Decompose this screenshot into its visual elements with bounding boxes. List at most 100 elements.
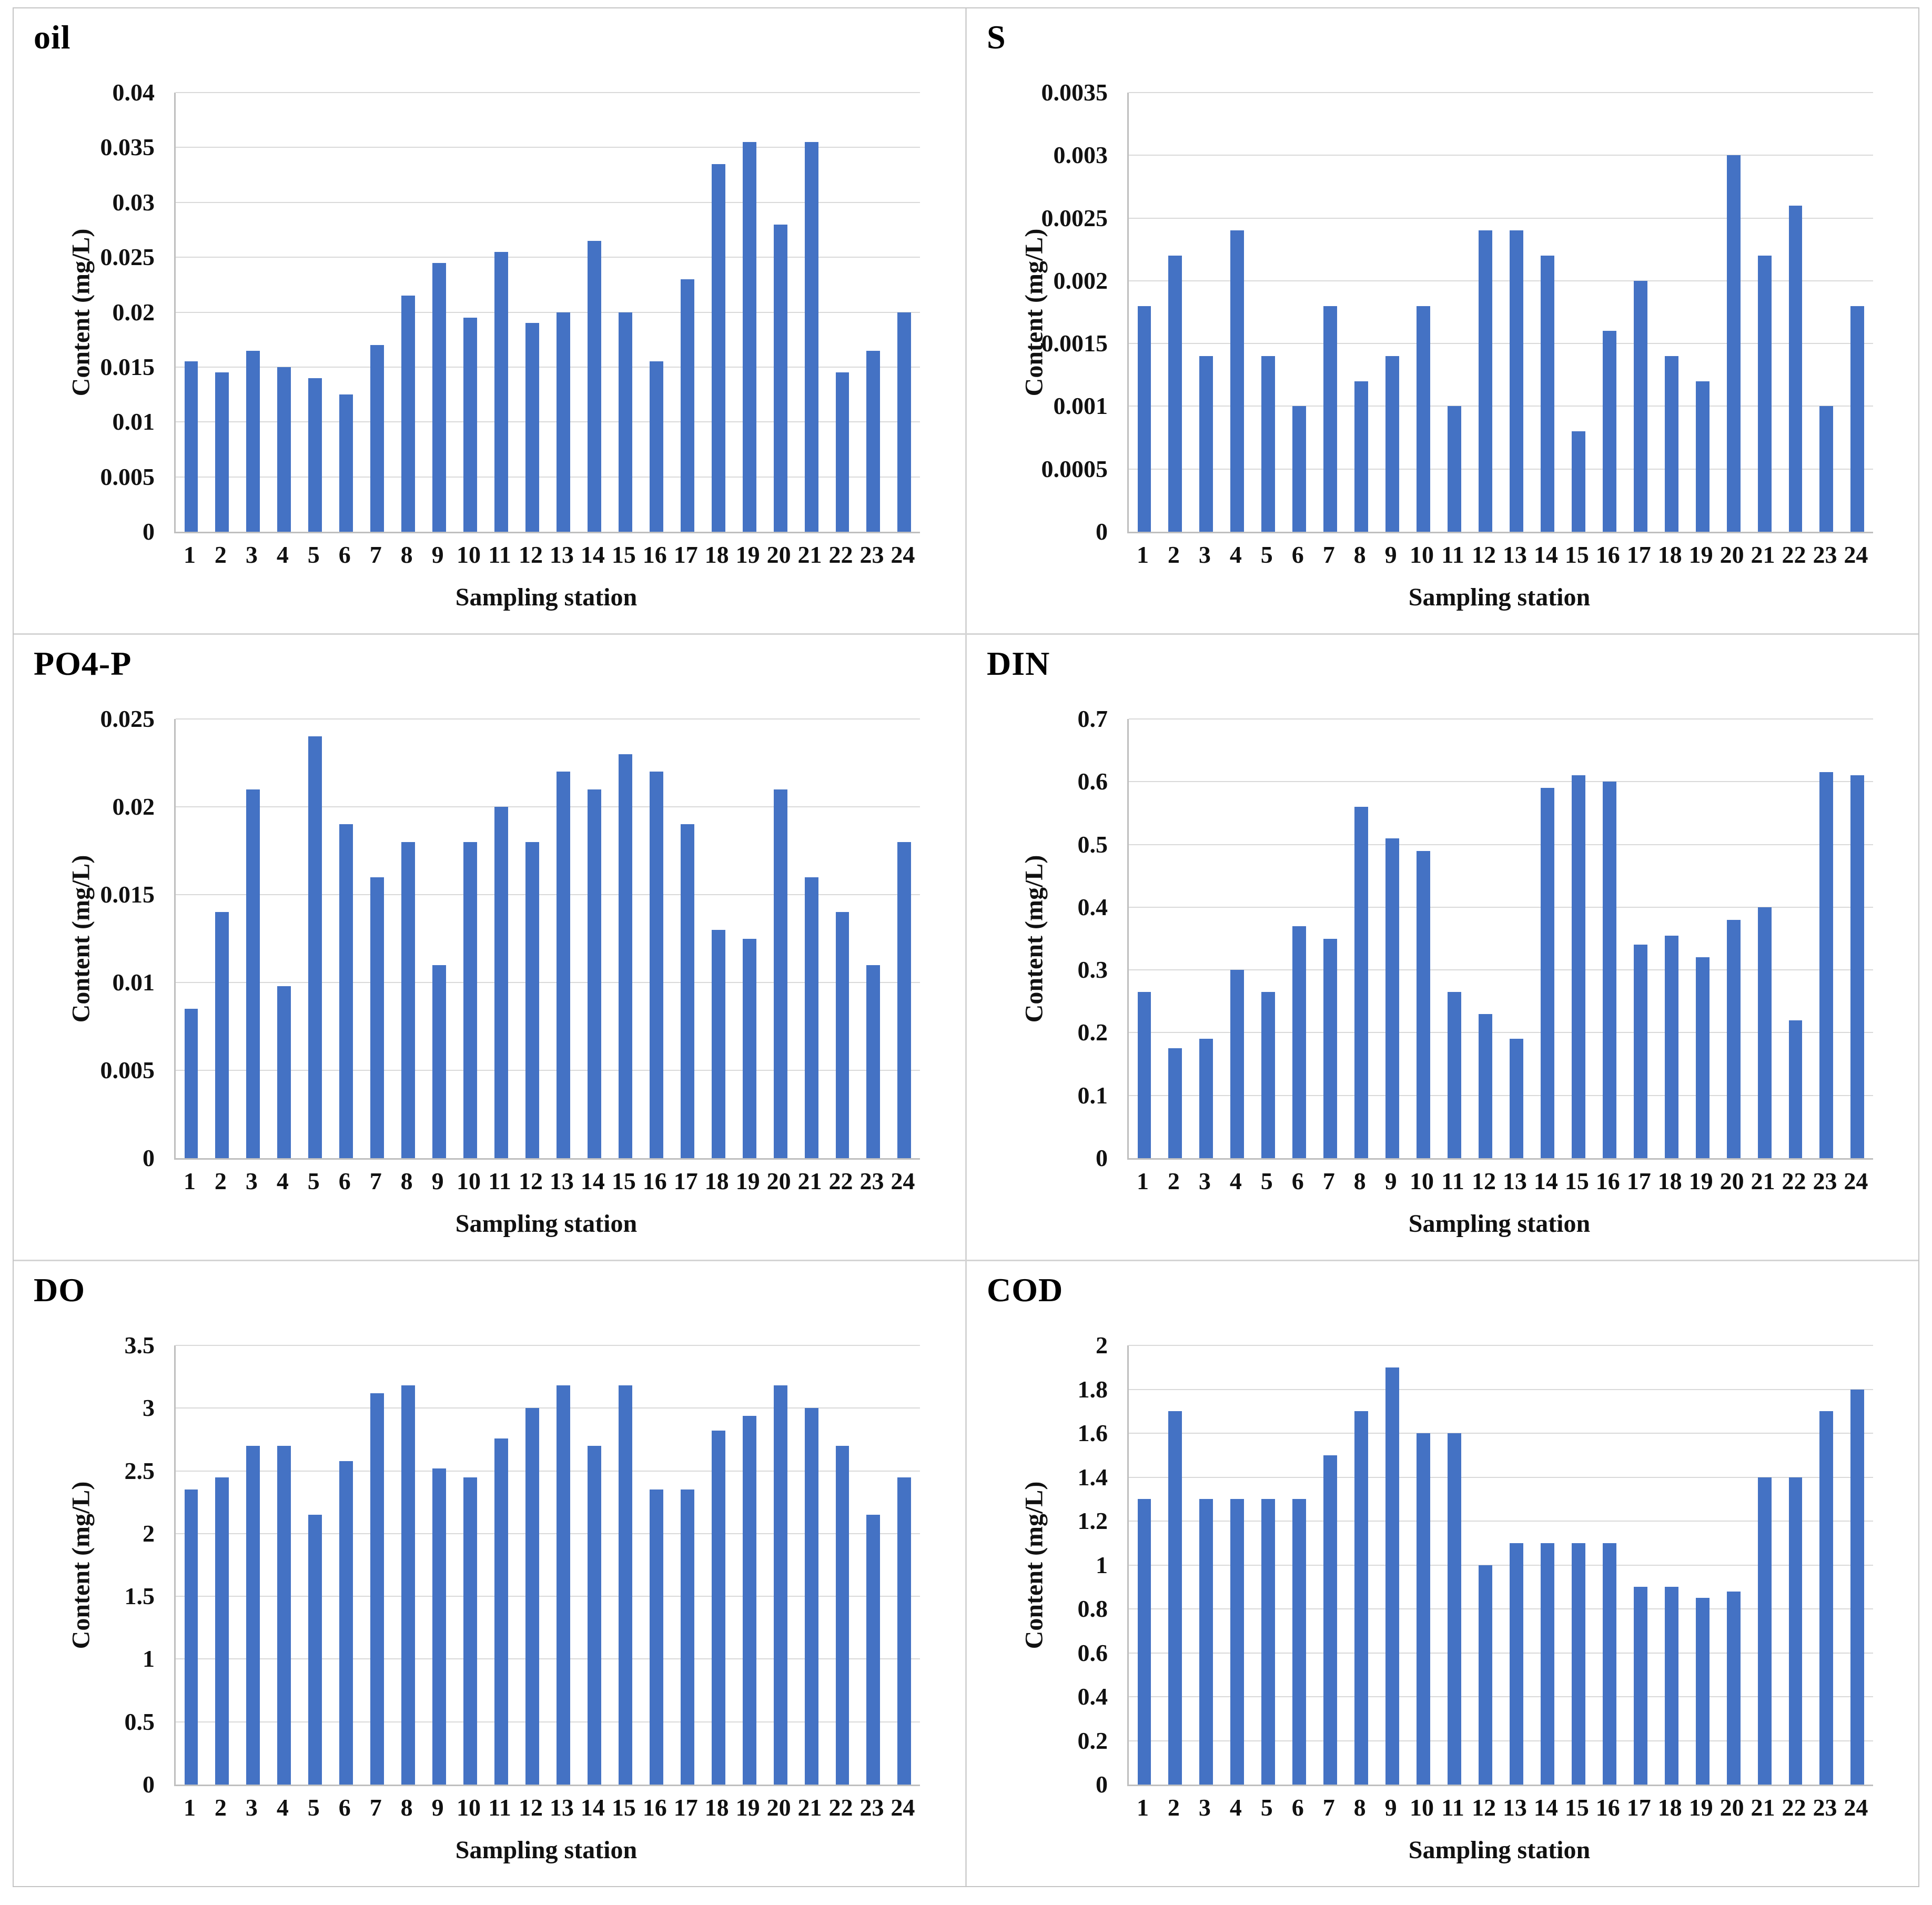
bar-slot-station-13 xyxy=(1501,1345,1532,1785)
chart-panel-s: S Content (mg/L) 0 0.0005 0.001 0.0015 0.002 0.… xyxy=(967,8,1918,633)
bar-slot-station-17 xyxy=(1625,1345,1656,1785)
x-tick-label: 22 xyxy=(1782,1168,1806,1194)
bar-slot-station-3 xyxy=(238,1345,269,1785)
gridline xyxy=(176,1721,920,1722)
bar-slot-station-5 xyxy=(300,719,331,1158)
bar-station-13 xyxy=(1509,1039,1523,1158)
bar-station-18 xyxy=(711,929,725,1158)
x-tick-label: 1 xyxy=(183,1168,196,1194)
x-tick-label: 21 xyxy=(1751,541,1775,568)
x-tick-label: 19 xyxy=(735,541,760,568)
bar-slot-station-20 xyxy=(1718,93,1749,532)
y-tick-label: 0 xyxy=(143,1144,155,1171)
bar-slot-station-22 xyxy=(827,93,858,532)
gridline xyxy=(176,1070,920,1071)
y-tick-label: 0.0015 xyxy=(1041,330,1108,357)
bar-station-4 xyxy=(1230,230,1245,532)
y-tick-label: 0 xyxy=(143,518,155,545)
x-tick-label: 18 xyxy=(704,541,729,568)
x-tick-label: 11 xyxy=(1441,1794,1464,1821)
bar-slot-station-9 xyxy=(1377,719,1408,1158)
gridline xyxy=(176,476,920,478)
bar-station-15 xyxy=(1571,1543,1585,1785)
bar-station-7 xyxy=(1323,1455,1338,1785)
x-tick-label: 6 xyxy=(338,541,351,568)
bar-slot-station-8 xyxy=(393,719,424,1158)
y-tick-label: 0.015 xyxy=(100,353,155,380)
x-tick-label: 5 xyxy=(1260,1168,1273,1194)
gridline xyxy=(1129,1608,1873,1609)
bar-station-4 xyxy=(1230,1499,1245,1785)
y-tick-label: 1.4 xyxy=(1077,1463,1108,1491)
gridline xyxy=(1129,906,1873,908)
bar-slot-station-11 xyxy=(486,93,517,532)
chart-title: S xyxy=(987,18,1006,56)
x-tick-label: 24 xyxy=(891,1168,915,1194)
x-tick-label: 7 xyxy=(369,1794,382,1821)
bar-station-10 xyxy=(463,842,478,1158)
x-tick-label: 7 xyxy=(1322,1794,1335,1821)
bar-station-23 xyxy=(866,350,881,532)
x-tick-label: 1 xyxy=(1136,541,1149,568)
bar-slot-station-4 xyxy=(1222,93,1253,532)
bar-station-18 xyxy=(711,164,725,532)
x-tick-label: 15 xyxy=(1564,1794,1589,1821)
gridline xyxy=(176,147,920,148)
y-tick-label: 2.5 xyxy=(124,1457,155,1484)
x-tick-label: 10 xyxy=(457,1168,481,1194)
bar-slot-station-15 xyxy=(610,93,641,532)
bar-station-19 xyxy=(742,141,756,532)
bar-slot-station-18 xyxy=(1656,93,1687,532)
gridline xyxy=(176,1345,920,1346)
x-tick-label: 3 xyxy=(245,541,258,568)
bar-slot-station-7 xyxy=(362,719,393,1158)
bar-station-1 xyxy=(1137,306,1151,532)
bar-slot-station-14 xyxy=(579,1345,610,1785)
bar-station-15 xyxy=(618,754,632,1158)
x-tick-label: 13 xyxy=(1502,1168,1527,1194)
bar-slot-station-5 xyxy=(300,1345,331,1785)
bar-station-21 xyxy=(1757,907,1772,1158)
bar-station-17 xyxy=(680,824,694,1158)
bar-station-24 xyxy=(1850,306,1865,532)
bar-station-12 xyxy=(1478,1565,1492,1785)
bar-station-18 xyxy=(1664,935,1678,1158)
x-tick-label: 13 xyxy=(1502,541,1527,568)
x-tick-label: 14 xyxy=(580,1794,605,1821)
x-axis-title: Sampling station xyxy=(1408,583,1591,611)
x-tick-label: 3 xyxy=(245,1794,258,1821)
y-axis-ticks: 0 0.5 1 1.5 2 2.5 3 3.5 xyxy=(14,1333,165,1797)
bar-station-23 xyxy=(1819,406,1834,532)
bar-slot-station-6 xyxy=(331,719,362,1158)
plot-area xyxy=(1127,92,1873,533)
bar-station-16 xyxy=(649,361,663,532)
bar-station-17 xyxy=(1633,945,1647,1158)
y-tick-label: 1 xyxy=(1096,1551,1108,1578)
bar-slot-station-2 xyxy=(1160,1345,1191,1785)
bar-slot-station-6 xyxy=(1284,1345,1315,1785)
bar-station-8 xyxy=(1354,381,1369,532)
bar-station-22 xyxy=(1788,1477,1803,1785)
bar-station-4 xyxy=(277,367,291,532)
bar-slot-station-1 xyxy=(1129,93,1160,532)
bar-station-6 xyxy=(1292,406,1307,532)
bar-slot-station-13 xyxy=(548,1345,579,1785)
bar-slot-station-12 xyxy=(517,93,548,532)
x-tick-label: 23 xyxy=(859,1794,884,1821)
gridline xyxy=(176,806,920,807)
bar-station-19 xyxy=(1695,1598,1710,1785)
x-tick-label: 10 xyxy=(1410,541,1434,568)
gridline xyxy=(176,201,920,203)
bar-slot-station-8 xyxy=(1346,93,1377,532)
bar-station-11 xyxy=(494,251,508,532)
bar-station-16 xyxy=(1602,331,1616,532)
x-tick-label: 16 xyxy=(1595,1168,1620,1194)
bar-station-11 xyxy=(1448,406,1461,532)
bar-slot-station-11 xyxy=(1439,93,1470,532)
bar-station-14 xyxy=(587,1445,601,1785)
bar-slot-station-17 xyxy=(672,719,703,1158)
gridline xyxy=(176,718,920,720)
gridline xyxy=(1129,718,1873,720)
bar-station-2 xyxy=(1168,256,1182,532)
x-tick-label: 9 xyxy=(1384,541,1397,568)
